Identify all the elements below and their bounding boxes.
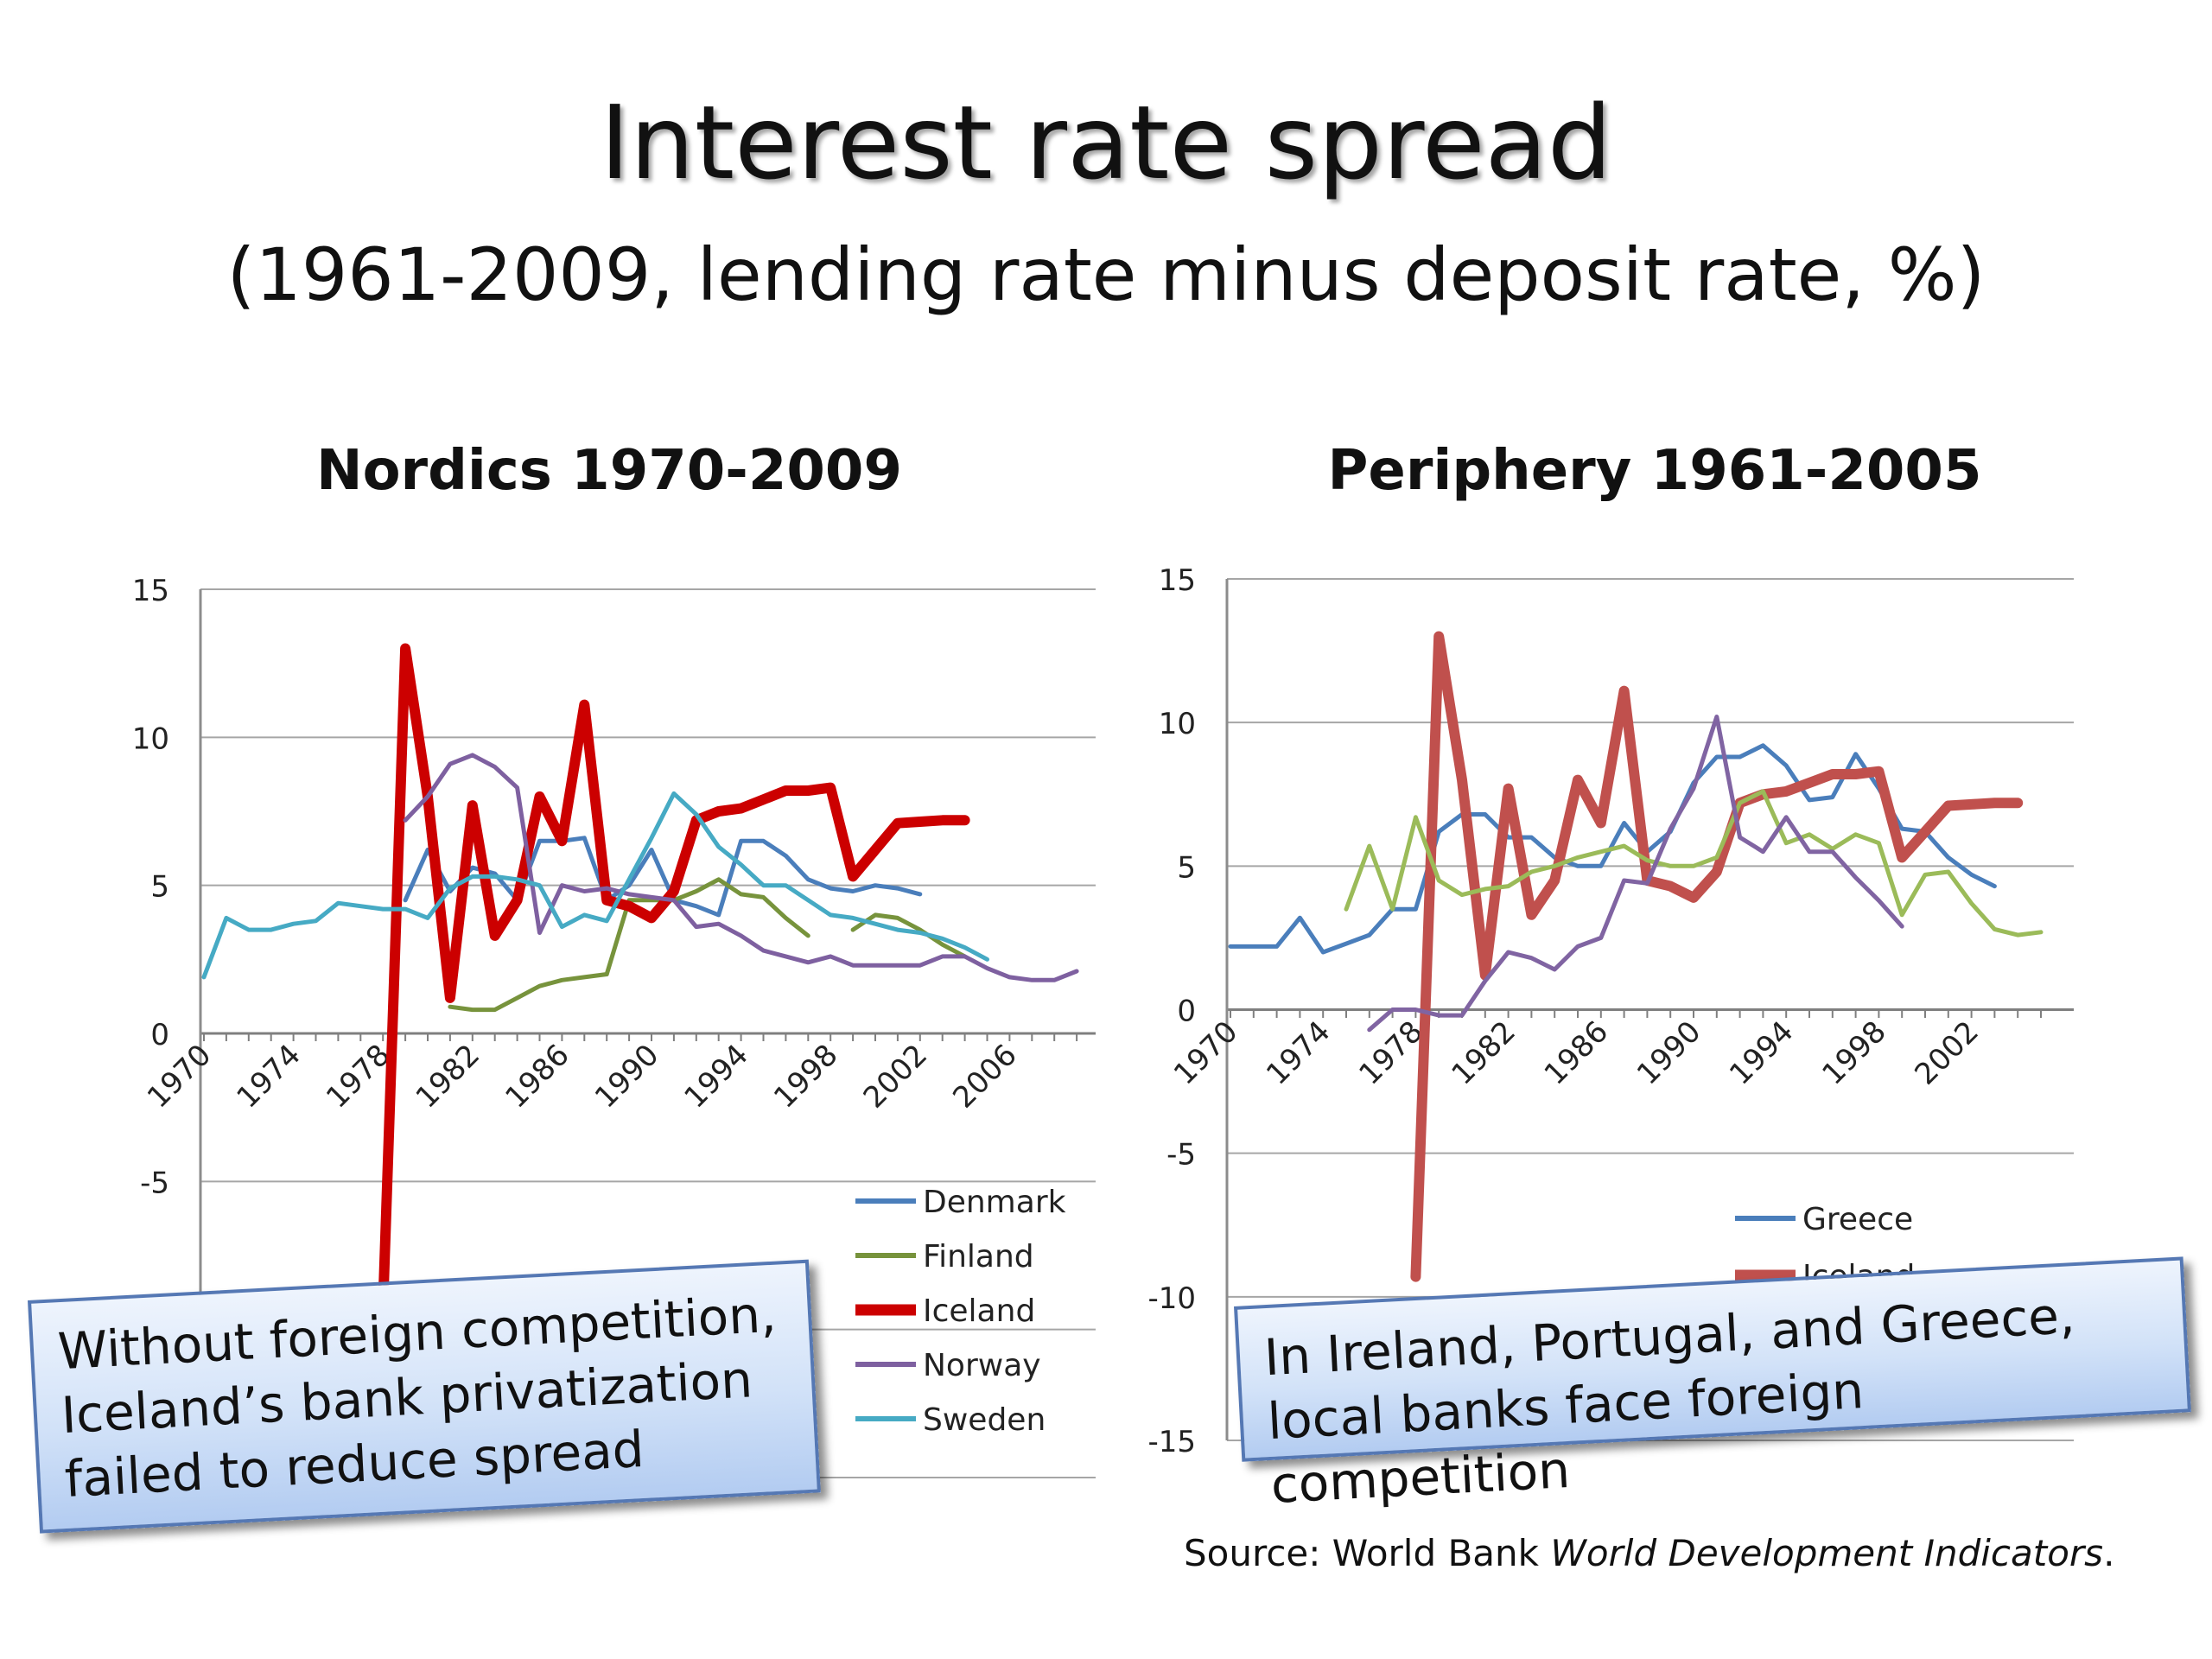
periphery-y-tick-label: 5 bbox=[1177, 850, 1196, 885]
nordic-x-tick-label: 1994 bbox=[677, 1038, 754, 1115]
periphery-x-tick-label: 1990 bbox=[1630, 1014, 1707, 1091]
source-suffix: . bbox=[2103, 1532, 2115, 1574]
periphery-x-tick-label: 1982 bbox=[1445, 1014, 1522, 1091]
nordic-x-tick-label: 1986 bbox=[499, 1038, 575, 1115]
nordic-x-tick-label: 1998 bbox=[767, 1038, 844, 1115]
source-note: Source: World Bank World Development Ind… bbox=[1184, 1529, 2114, 1578]
periphery-x-tick-label: 1998 bbox=[1815, 1014, 1892, 1091]
nordic-x-tick-label: 2006 bbox=[946, 1038, 1023, 1115]
nordic-legend-label-finland: Finland bbox=[923, 1239, 1034, 1274]
nordic-series-finland bbox=[850, 912, 968, 959]
periphery-x-tick-label: 1986 bbox=[1538, 1014, 1615, 1091]
nordic-x-tick-label: 1990 bbox=[588, 1038, 665, 1115]
nordic-y-tick-label: -5 bbox=[140, 1166, 169, 1200]
nordic-y-tick-label: 15 bbox=[132, 574, 169, 608]
periphery-x-tick-label: 1994 bbox=[1723, 1014, 1800, 1091]
nordic-legend-label-denmark: Denmark bbox=[923, 1185, 1066, 1220]
nordic-series-norway bbox=[403, 753, 1079, 982]
slide-title: Interest rate spread bbox=[600, 83, 1612, 202]
periphery-legend-label-greece: Greece bbox=[1802, 1202, 1913, 1237]
periphery-y-tick-label: -10 bbox=[1147, 1281, 1196, 1316]
periphery-y-tick-label: 10 bbox=[1159, 707, 1196, 741]
nordic-legend-label-sweden: Sweden bbox=[923, 1402, 1046, 1438]
nordic-y-tick-label: 5 bbox=[150, 870, 169, 905]
nordic-series-iceland bbox=[378, 643, 970, 1314]
periphery-x-tick-label: 2002 bbox=[1908, 1014, 1985, 1091]
slide-subtitle: (1961-2009, lending rate minus deposit r… bbox=[226, 232, 1986, 317]
periphery-chart-title: Periphery 1961-2005 bbox=[1327, 439, 1982, 503]
nordic-y-tick-label: 0 bbox=[150, 1018, 169, 1052]
periphery-y-tick-label: 15 bbox=[1159, 563, 1196, 598]
nordics-callout-box: Without foreign competition, Iceland’s b… bbox=[28, 1259, 821, 1534]
periphery-series-ireland bbox=[1344, 789, 2044, 938]
nordic-y-tick-label: 10 bbox=[132, 721, 169, 756]
source-italic: World Development Indicators bbox=[1550, 1532, 2104, 1574]
nordic-x-tick-label: 1974 bbox=[230, 1038, 307, 1115]
periphery-y-tick-label: -5 bbox=[1166, 1138, 1196, 1173]
nordic-legend-label-iceland: Iceland bbox=[923, 1294, 1035, 1329]
nordic-legend-label-norway: Norway bbox=[923, 1348, 1041, 1383]
periphery-series-iceland bbox=[1410, 631, 2024, 1282]
nordic-series-finland bbox=[448, 877, 810, 1013]
periphery-y-tick-label: -15 bbox=[1147, 1425, 1196, 1459]
nordics-chart-title: Nordics 1970-2009 bbox=[316, 439, 902, 503]
periphery-y-tick-label: 0 bbox=[1177, 995, 1196, 1029]
periphery-series-portugal bbox=[1367, 715, 1904, 1033]
nordic-series-denmark bbox=[403, 836, 923, 918]
periphery-x-tick-label: 1974 bbox=[1260, 1014, 1337, 1091]
nordic-x-tick-label: 2002 bbox=[857, 1038, 934, 1115]
nordic-x-tick-label: 1982 bbox=[410, 1038, 486, 1115]
source-prefix: Source: World Bank bbox=[1184, 1532, 1551, 1574]
nordic-series-sweden bbox=[201, 791, 989, 980]
